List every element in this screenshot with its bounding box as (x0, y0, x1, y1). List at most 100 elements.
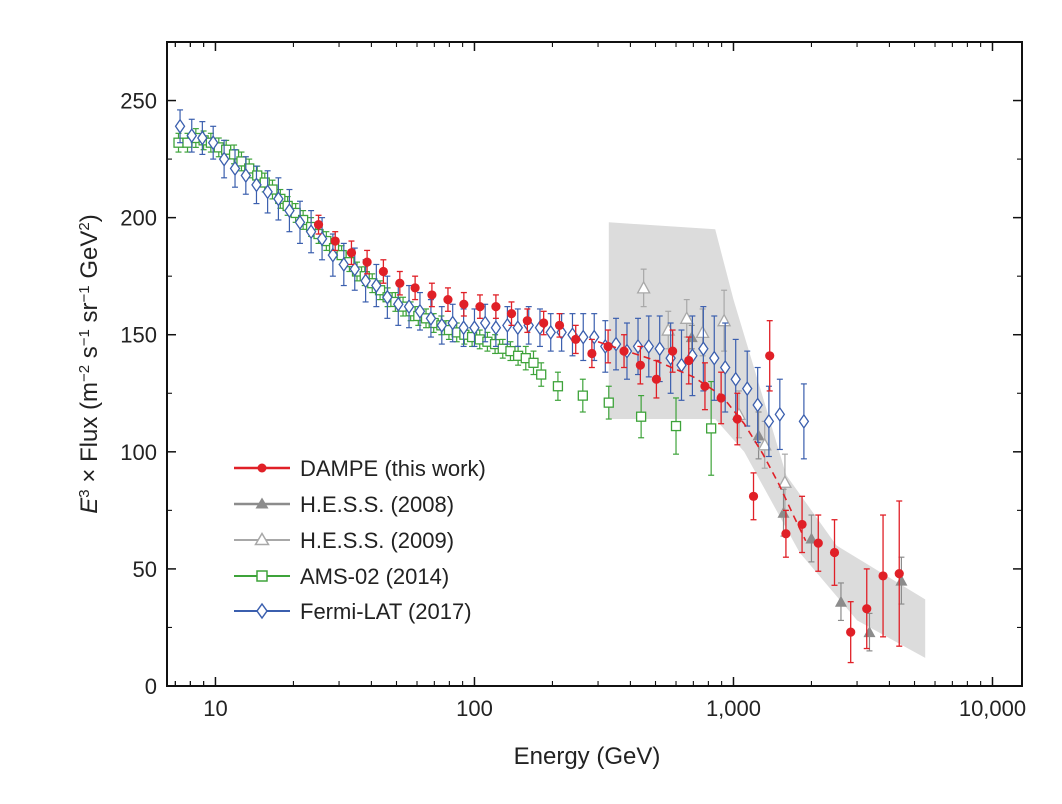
fermi-lat-2017-point (447, 315, 458, 331)
ams-02-2014-point (577, 390, 588, 401)
y-label-s: s (76, 346, 103, 365)
x-tick-label: 1,000 (706, 696, 761, 721)
legend: DAMPE (this work) H.E.S.S. (2008) H.E.S.… (234, 456, 486, 624)
fermi-lat-2017-point (338, 256, 350, 273)
dampe-point (459, 299, 469, 309)
dampe-point (619, 346, 629, 356)
y-tick-label: 0 (145, 674, 157, 699)
dampe-point (829, 547, 840, 558)
fermi-lat-2017-point (316, 231, 328, 247)
fermi-lat-2017-point (698, 341, 709, 357)
dampe-point (571, 334, 581, 345)
fermi-lat-2017-point (458, 320, 469, 336)
y-tick-label: 200 (120, 206, 157, 231)
dampe-point (813, 538, 823, 548)
x-tick-label: 10,000 (959, 696, 1026, 721)
y-tick-label: 250 (120, 89, 157, 114)
fermi-lat-2017-point (708, 350, 720, 366)
fermi-lat-2017-point (284, 202, 295, 219)
fermi-lat-2017-point (490, 320, 502, 336)
dampe-point (362, 257, 372, 267)
fermi-lat-2017-point (425, 310, 437, 326)
fermi-lat-2017-point (186, 128, 198, 144)
fermi-lat-2017-point (545, 324, 557, 341)
y-axis-label-group: E3 × Flux (m−2 s−1 sr−1 GeV2) (76, 214, 104, 513)
fermi-lat-2017-point (371, 277, 382, 294)
fermi-lat-2017-point (349, 261, 361, 277)
fermi-lat-2017-point (414, 303, 426, 319)
legend-item-dampe: DAMPE (this work) (234, 456, 486, 481)
fermi-lat-2017-point (577, 329, 589, 345)
y-label-e-exp: 3 (76, 489, 93, 497)
h-e-s-s-2009-point (679, 310, 694, 324)
y-label-e: E (76, 497, 103, 514)
legend-label-hess-2009: H.E.S.S. (2009) (300, 528, 454, 553)
ams-02-2014-point (528, 357, 539, 368)
dampe-point (427, 290, 437, 300)
y-tick-label: 100 (120, 440, 157, 465)
dampe-point (475, 302, 485, 312)
plot-layer (173, 109, 926, 664)
dampe-point (765, 351, 775, 361)
dampe-point (603, 341, 613, 352)
dampe-point (491, 302, 501, 312)
fermi-lat-2017-point (741, 380, 753, 397)
dampe-point (667, 346, 678, 356)
dampe-point (522, 316, 532, 326)
fermi-lat-2017-point (251, 177, 262, 193)
dampe-point (410, 283, 420, 293)
series-dampe-this-work (313, 214, 904, 664)
dampe-point (894, 568, 904, 579)
dampe-point (700, 381, 710, 391)
fermi-lat-2017-point (207, 135, 219, 151)
fermi-lat-2017-point (588, 329, 600, 345)
fermi-lat-2017-point (327, 247, 339, 263)
fermi-lat-2017-point (512, 320, 524, 336)
y-label-sr-exp: −1 (76, 285, 93, 302)
y-tick-label: 150 (120, 323, 157, 348)
dampe-point (330, 236, 340, 246)
plot-frame (166, 41, 1023, 687)
legend-marker-dampe (257, 463, 267, 473)
ams-02-2014-point (706, 423, 717, 434)
fermi-lat-2017-point (197, 130, 208, 146)
y-label-m-exp: −2 (76, 365, 93, 382)
y-label-gev-exp: 2 (76, 222, 93, 230)
y-label-s-exp: −1 (76, 329, 93, 346)
dampe-point (684, 355, 694, 366)
fermi-lat-2017-point (240, 167, 252, 184)
y-tick-label: 50 (133, 557, 157, 582)
dampe-point (878, 571, 888, 581)
h-e-s-s-2009-point (757, 437, 772, 451)
x-tick-label: 100 (456, 696, 493, 721)
h-e-s-s-2009-point (777, 474, 793, 488)
legend-item-hess-2008: H.E.S.S. (2008) (234, 492, 454, 517)
fermi-lat-2017-point (763, 413, 775, 430)
legend-item-hess-2009: H.E.S.S. (2009) (234, 528, 454, 553)
ams-02-2014-point (635, 411, 647, 422)
legend-label-fermi-lat: Fermi-LAT (2017) (300, 599, 472, 624)
legend-label-hess-2008: H.E.S.S. (2008) (300, 492, 454, 517)
dampe-point (539, 318, 549, 328)
dampe-point (781, 529, 791, 539)
fermi-lat-2017-point (305, 224, 317, 240)
dampe-point (313, 220, 324, 230)
fermi-lat-2017-point (174, 118, 186, 134)
fermi-lat-2017-point (273, 191, 284, 207)
ams-02-2014-point (603, 397, 614, 408)
dampe-point (846, 627, 856, 637)
series-fermi-lat-2017 (174, 109, 810, 460)
fermi-lat-2017-point (294, 214, 306, 230)
dampe-point (635, 360, 645, 370)
legend-marker-hess-2009 (254, 532, 270, 546)
dampe-fit-line (597, 341, 807, 542)
fermi-lat-2017-point (654, 341, 665, 357)
y-axis-label: E3 × Flux (m−2 s−1 sr−1 GeV2) (76, 214, 104, 513)
series-h-e-s-s-2009 (636, 268, 793, 511)
dampe-point (587, 348, 597, 359)
h-e-s-s-2008-point (752, 429, 765, 441)
ams-02-2014-point (259, 177, 270, 188)
y-label-close: ) (76, 214, 103, 222)
fermi-lat-2017-point (382, 289, 393, 305)
